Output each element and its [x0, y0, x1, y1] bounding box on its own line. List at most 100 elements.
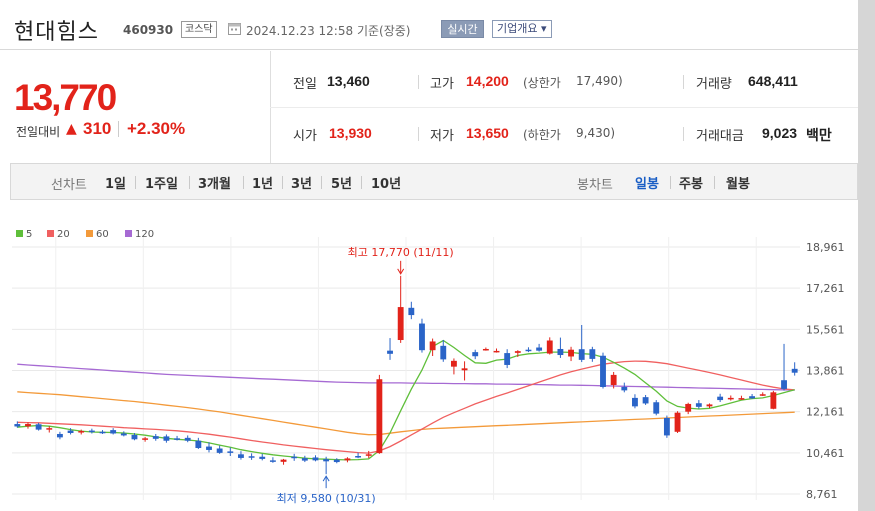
- candle: [610, 371, 617, 389]
- candle: [419, 318, 425, 353]
- candle-body: [642, 397, 649, 404]
- candle: [429, 338, 436, 356]
- divider: [714, 176, 715, 189]
- stock-header: 현대힘스 460930 코스닥 2024.12.23 12:58 기준(장중) …: [0, 0, 858, 50]
- candle-body: [429, 341, 436, 351]
- candle-body: [610, 374, 617, 386]
- realtime-button[interactable]: 실시간: [441, 20, 484, 38]
- company-overview-dropdown[interactable]: 기업개요 ▾: [492, 20, 552, 38]
- candle-monthly[interactable]: 월봉: [726, 177, 750, 192]
- candle: [312, 455, 319, 462]
- low-annotation: 최저 9,580 (10/31): [277, 492, 376, 505]
- divider: [418, 75, 419, 89]
- divider: [243, 176, 244, 189]
- high-arrow-icon: [397, 268, 405, 275]
- candle-body: [333, 459, 340, 463]
- y-tick-label: 10,461: [806, 447, 845, 460]
- candle-body: [621, 386, 628, 391]
- candle: [738, 395, 745, 400]
- candle-body: [238, 454, 244, 458]
- candle: [248, 453, 255, 460]
- candle-body: [344, 458, 351, 461]
- up-arrow-icon: ▲: [66, 121, 77, 137]
- candle-body: [248, 456, 255, 458]
- candle: [174, 435, 180, 441]
- candle-body: [376, 379, 383, 454]
- candle-body: [781, 380, 787, 389]
- divider: [683, 127, 684, 141]
- calendar-icon: [228, 23, 241, 35]
- candle: [333, 458, 340, 464]
- y-tick-label: 15,561: [806, 323, 845, 336]
- candle-body: [653, 402, 660, 414]
- candle-weekly[interactable]: 주봉: [679, 177, 703, 192]
- candle-body: [419, 323, 425, 351]
- candle: [131, 433, 138, 441]
- candle: [280, 458, 287, 465]
- period-3m[interactable]: 3개월: [198, 177, 231, 192]
- candle-body: [227, 451, 234, 453]
- candle: [514, 350, 521, 357]
- moving-average-lines: [17, 339, 795, 461]
- legend-ma20[interactable]: 20: [47, 229, 70, 240]
- price-summary: 13,770 전일대비 ▲ 310 +2.30% 전일 13,460 고가 14…: [0, 51, 858, 163]
- candle: [578, 324, 585, 363]
- candle: [216, 445, 223, 454]
- candle: [35, 422, 42, 431]
- candle: [653, 400, 660, 416]
- candle-body: [589, 349, 596, 359]
- divider: [282, 176, 283, 189]
- candle: [727, 395, 734, 401]
- period-10y[interactable]: 10년: [371, 177, 402, 192]
- candle: [504, 349, 511, 369]
- candle-body: [67, 430, 74, 434]
- candle-body: [674, 412, 681, 432]
- candle: [781, 343, 787, 391]
- change-label: 전일대비: [16, 125, 61, 139]
- y-tick-label: 8,761: [806, 488, 838, 501]
- prev-close-value: 13,460: [327, 73, 370, 89]
- legend-ma120[interactable]: 120: [125, 229, 154, 240]
- candle-body: [600, 355, 606, 387]
- candle: [88, 428, 95, 434]
- candle-body: [88, 430, 95, 433]
- candle: [365, 450, 372, 459]
- candlestick-chart[interactable]: 18,961 17,261 15,561 13,861 12,161 10,461 8,76…: [0, 200, 858, 511]
- candle: [557, 337, 564, 358]
- candle: [387, 338, 393, 360]
- candle-body: [120, 433, 127, 436]
- candle: [46, 426, 53, 433]
- candle-body: [301, 458, 308, 461]
- candle-body: [706, 404, 713, 407]
- candle: [195, 437, 202, 449]
- candle-body: [568, 349, 574, 357]
- legend-ma5[interactable]: 5: [16, 229, 32, 240]
- lower-limit-value: 9,430): [576, 126, 616, 140]
- high-annotation: 최고 17,770 (11/11): [348, 246, 454, 259]
- period-1d[interactable]: 1일: [105, 177, 127, 192]
- datetime: 2024.12.23 12:58: [246, 24, 354, 38]
- candles: [14, 275, 798, 475]
- legend-ma60[interactable]: 60: [86, 229, 109, 240]
- ma20-line: [17, 360, 795, 454]
- period-1w[interactable]: 1주일: [145, 177, 178, 192]
- period-3y[interactable]: 3년: [291, 177, 313, 192]
- candle-body: [738, 398, 745, 400]
- candle-daily[interactable]: 일봉: [635, 177, 659, 192]
- candle-body: [131, 434, 138, 440]
- candle-body: [632, 397, 638, 407]
- period-5y[interactable]: 5년: [331, 177, 353, 192]
- candle-body: [387, 350, 393, 354]
- candle-body: [323, 459, 330, 462]
- period-1y[interactable]: 1년: [252, 177, 274, 192]
- y-tick-label: 17,261: [806, 282, 845, 295]
- candle: [142, 436, 149, 442]
- candle: [568, 346, 574, 362]
- candle: [493, 348, 500, 353]
- candle: [301, 455, 308, 463]
- candle: [791, 362, 798, 376]
- y-tick-label: 13,861: [806, 365, 845, 378]
- candle: [546, 337, 553, 355]
- volume-value: 648,411: [748, 73, 798, 89]
- volume-label: 거래량: [696, 77, 732, 92]
